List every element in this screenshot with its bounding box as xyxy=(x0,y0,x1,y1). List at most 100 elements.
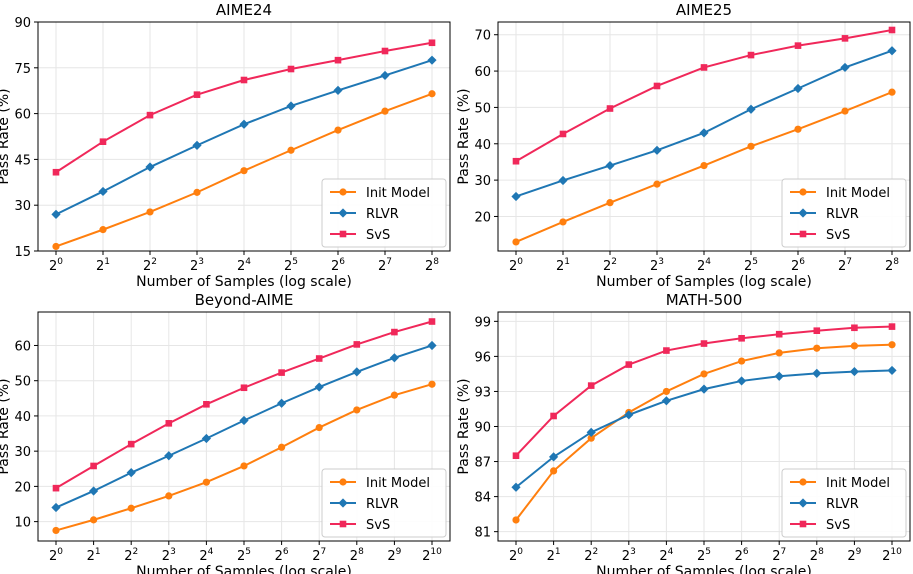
x-tick-label: 21 xyxy=(87,547,101,564)
legend-label: Init Model xyxy=(366,476,430,491)
series-init-model xyxy=(512,88,896,246)
x-tick-label: 26 xyxy=(275,547,289,564)
data-point xyxy=(239,415,249,426)
x-axis-label: Number of Samples (log scale) xyxy=(596,274,812,290)
y-tick-label: 75 xyxy=(14,62,31,77)
data-point xyxy=(165,492,173,500)
data-point xyxy=(201,433,211,444)
legend-label: SvS xyxy=(366,518,390,533)
data-point xyxy=(653,82,661,90)
y-tick-label: 40 xyxy=(14,410,31,425)
data-point xyxy=(353,341,361,348)
chart-title: Beyond-AIME xyxy=(195,291,294,309)
data-point xyxy=(747,51,755,59)
x-tick-label: 26 xyxy=(791,257,805,274)
data-point xyxy=(775,349,783,357)
data-point xyxy=(549,452,559,462)
data-point xyxy=(192,140,202,150)
y-axis-label: Pass Rate (%) xyxy=(456,378,472,474)
data-point xyxy=(888,88,896,96)
data-point xyxy=(164,451,174,461)
data-point xyxy=(287,65,295,73)
x-tick-label: 27 xyxy=(772,547,786,564)
x-tick-label: 22 xyxy=(143,257,157,274)
y-tick-label: 40 xyxy=(474,138,491,153)
x-tick-label: 24 xyxy=(697,257,711,274)
data-point xyxy=(700,64,708,71)
data-point xyxy=(127,504,135,512)
series-svs xyxy=(52,318,436,492)
data-point xyxy=(428,318,436,325)
x-tick-label: 27 xyxy=(312,547,326,564)
data-point xyxy=(380,70,390,81)
data-point xyxy=(737,376,747,386)
data-point xyxy=(52,484,60,492)
data-point xyxy=(428,39,436,47)
y-tick-label: 81 xyxy=(474,526,491,541)
chart-panel-4: 81 84 87 90 93 96 99 20 21 22 23 24 25 26 27 28 29 210 MAT… xyxy=(456,291,911,574)
data-point xyxy=(851,324,858,332)
series-init-model xyxy=(52,90,436,251)
x-tick-label: 20 xyxy=(49,257,63,274)
data-point xyxy=(841,107,849,115)
x-tick-label: 29 xyxy=(847,547,861,564)
data-point xyxy=(850,342,859,350)
legend-marker xyxy=(339,520,347,528)
data-point xyxy=(145,162,155,172)
x-tick-label: 20 xyxy=(49,547,63,564)
data-point xyxy=(90,516,98,524)
data-point xyxy=(652,145,662,155)
y-axis-label: Pass Rate (%) xyxy=(0,378,12,474)
legend: Init Model RLVR SvS xyxy=(781,178,907,248)
data-point xyxy=(512,516,520,524)
x-tick-label: 210 xyxy=(882,547,902,564)
data-point xyxy=(428,90,436,98)
y-tick-label: 60 xyxy=(474,65,491,80)
data-point xyxy=(888,323,896,330)
legend-label: SvS xyxy=(366,228,390,243)
data-point xyxy=(699,128,709,138)
legend-marker xyxy=(799,230,807,238)
data-point xyxy=(52,526,60,535)
legend-marker xyxy=(799,478,807,486)
data-point xyxy=(663,347,670,354)
data-point xyxy=(278,369,285,376)
data-point xyxy=(606,105,614,112)
data-point xyxy=(738,357,746,365)
series-svs xyxy=(512,26,896,165)
x-tick-label: 210 xyxy=(422,547,442,564)
data-point xyxy=(203,401,210,408)
legend-label: Init Model xyxy=(826,186,890,201)
data-point xyxy=(511,191,521,202)
y-axis-label: Pass Rate (%) xyxy=(0,88,12,184)
x-tick-label: 23 xyxy=(162,547,176,564)
data-point xyxy=(559,218,567,226)
data-point xyxy=(278,443,286,451)
data-point xyxy=(240,167,248,175)
data-point xyxy=(353,406,361,414)
x-tick-label: 20 xyxy=(509,257,523,274)
data-point xyxy=(849,366,859,377)
y-tick-label: 70 xyxy=(474,29,491,44)
x-tick-label: 28 xyxy=(810,547,824,564)
legend-label: RLVR xyxy=(826,497,859,512)
data-point xyxy=(51,502,61,513)
data-point xyxy=(624,410,634,420)
y-tick-label: 90 xyxy=(14,16,31,31)
data-point xyxy=(193,188,201,196)
data-point xyxy=(888,26,896,34)
data-point xyxy=(605,160,615,171)
x-axis-label: Number of Samples (log scale) xyxy=(136,564,352,574)
data-point xyxy=(52,242,60,251)
legend-label: RLVR xyxy=(366,497,399,512)
data-point xyxy=(51,209,61,219)
y-tick-label: 84 xyxy=(474,491,491,506)
data-point xyxy=(775,330,783,338)
data-point xyxy=(700,370,708,378)
data-point xyxy=(381,107,389,115)
legend-label: Init Model xyxy=(826,476,890,491)
legend: Init Model RLVR SvS xyxy=(321,468,447,538)
data-point xyxy=(314,382,324,392)
data-point xyxy=(146,111,154,119)
